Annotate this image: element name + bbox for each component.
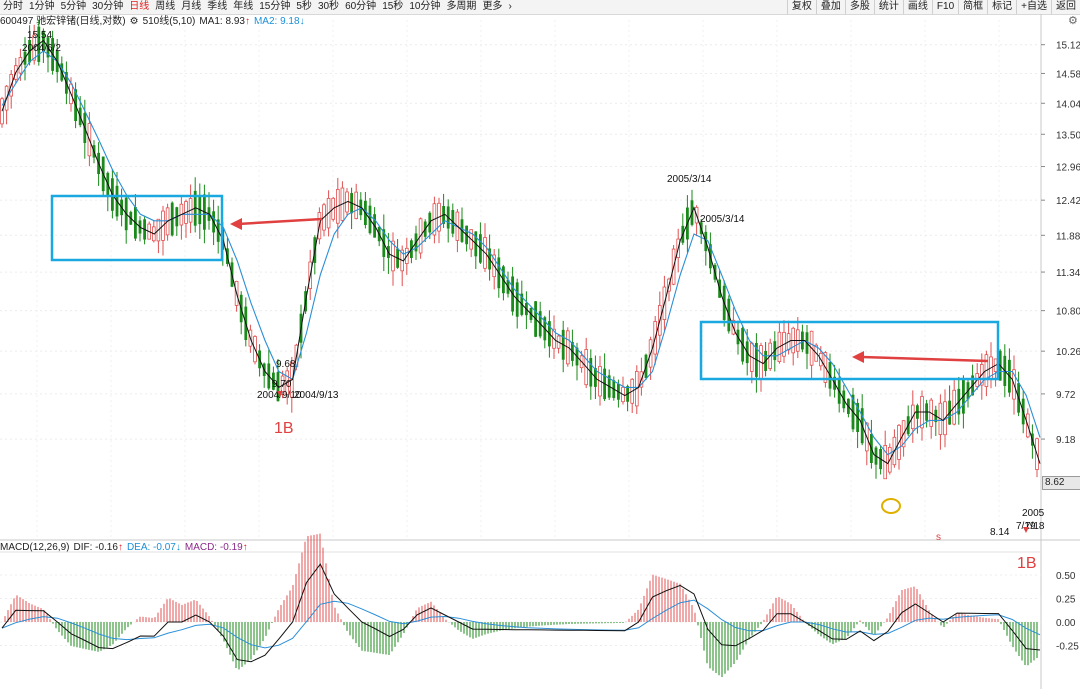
macd-tick-label: -0.25 <box>1056 642 1079 653</box>
period-tab-0[interactable]: 分时 <box>3 1 23 12</box>
peak-date-top: 2005/3/14 <box>667 174 712 185</box>
settings-gear-icon[interactable]: ⚙ <box>129 16 139 27</box>
macd-tick-label: 0.25 <box>1056 595 1076 606</box>
price-tick-label: 10.80 <box>1056 307 1080 318</box>
dea-line <box>1 599 1041 649</box>
ma2-value: MA2: 9.18↓ <box>253 16 305 27</box>
ma1-up-arrow-icon: ↑ <box>244 16 250 27</box>
period-tab-4[interactable]: 日线 <box>129 1 150 12</box>
price-pane-settings-icon[interactable]: ⚙ <box>1068 15 1078 27</box>
grid-lines <box>0 20 1041 646</box>
end-date-a: 2005 <box>1022 508 1045 519</box>
price-tick-label: 11.88 <box>1056 231 1080 242</box>
consolidation-box-left <box>50 194 224 262</box>
macd-info-line: MACD(12,26,9) DIF: -0.16↑ DEA: -0.07↓ MA… <box>0 541 252 554</box>
more-chevron-icon[interactable]: › <box>508 1 512 12</box>
toolbar-button-9[interactable]: 返回 <box>1051 0 1080 14</box>
period-tab-10[interactable]: 5秒 <box>296 1 312 12</box>
macd-axis: 0.50 0.25 0.00 -0.25 <box>1056 571 1079 653</box>
arrow-right-box <box>852 351 989 363</box>
price-tick-label: 12.96 <box>1056 163 1080 174</box>
candlesticks <box>0 19 1039 480</box>
period-tab-12[interactable]: 60分钟 <box>345 1 377 12</box>
period-tab-1[interactable]: 1分钟 <box>29 1 55 12</box>
dea-value: DEA: -0.07↓ <box>126 542 181 553</box>
price-tick-label: 15.12 <box>1056 41 1080 52</box>
end-low-marker-icon <box>1023 527 1029 533</box>
high-price-label: 15.54 <box>27 30 52 41</box>
toolbar-button-4[interactable]: 画线 <box>902 0 932 14</box>
toolbar-button-0[interactable]: 复权 <box>786 0 816 14</box>
toolbar-button-8[interactable]: +自选 <box>1016 0 1051 14</box>
moving-average-lines <box>1 39 1041 465</box>
ma-label: 510线(5,10) <box>142 16 196 27</box>
end-date-c: 7/18 <box>1025 521 1045 532</box>
period-tab-13[interactable]: 15秒 <box>382 1 404 12</box>
toolbar-button-7[interactable]: 标记 <box>987 0 1016 14</box>
stock-code-name: 600497 驰宏锌锗(日线,对数) <box>0 16 126 27</box>
ma1-value: MA1: 8.93↑ <box>199 16 250 27</box>
period-tab-6[interactable]: 月线 <box>181 1 202 12</box>
price-tick-label: 13.50 <box>1056 130 1080 141</box>
dif-arrow-icon: ↑ <box>117 542 123 553</box>
consolidation-box-right <box>699 320 1000 381</box>
period-tab-5[interactable]: 周线 <box>155 1 176 12</box>
low1-price-b: 9.70 <box>272 379 292 390</box>
price-axis: 15.12 14.58 14.04 13.50 12.96 12.42 11.88 11.34… <box>1041 41 1080 446</box>
period-tab-16[interactable]: 更多 <box>482 1 503 12</box>
macd-tick-label: 0.00 <box>1056 618 1076 629</box>
macd-value: MACD: -0.19↑ <box>184 542 248 553</box>
period-tab-7[interactable]: 季线 <box>207 1 228 12</box>
dea-arrow-icon: ↓ <box>175 542 181 553</box>
period-tab-8[interactable]: 年线 <box>233 1 254 12</box>
candle-body <box>0 98 4 125</box>
macd-histogram <box>4 533 1038 677</box>
period-tab-11[interactable]: 30秒 <box>317 1 340 12</box>
mark-1b-right: 1B <box>1017 555 1037 572</box>
low-point-circle <box>881 498 901 514</box>
price-tick-label: 11.34 <box>1056 268 1080 279</box>
period-tabs: 分时 1分钟 5分钟 30分钟 日线 周线 月线 季线 年线 15分钟 5秒 30秒 60分钟 15秒 10… <box>0 0 515 14</box>
macd-lines <box>1 563 1041 663</box>
price-tick-label: 14.04 <box>1056 99 1080 110</box>
price-tick-label: 9.72 <box>1056 390 1076 401</box>
macd-label: MACD(12,26,9) <box>0 542 70 553</box>
toolbar-button-1[interactable]: 叠加 <box>815 0 845 14</box>
period-toolbar: 分时 1分钟 5分钟 30分钟 日线 周线 月线 季线 年线 15分钟 5秒 30秒 60分钟 15秒 10… <box>0 0 1080 15</box>
price-tick-label: 12.42 <box>1056 196 1080 207</box>
high-date-label: 2004/6/2 <box>22 43 61 54</box>
toolbar-button-6[interactable]: 简框 <box>958 0 987 14</box>
peak-date: 2005/3/14 <box>700 214 745 225</box>
price-tick-label: 9.18 <box>1056 435 1076 446</box>
toolbar-right-buttons: 复权 叠加 多股 统计 画线 F10 简框 标记 +自选 返回 <box>786 0 1080 14</box>
macd-arrow-icon: ↑ <box>242 542 248 553</box>
price-tick-label: 14.58 <box>1056 69 1080 80</box>
period-tab-14[interactable]: 10分钟 <box>409 1 441 12</box>
price-info-line: 600497 驰宏锌锗(日线,对数) ⚙ 510线(5,10) MA1: 8.9… <box>0 15 309 28</box>
arrow-left-box <box>230 217 323 230</box>
end-date-b: 7/19 <box>1016 521 1036 532</box>
small-s-marker: s <box>936 532 941 543</box>
price-tick-label: 10.26 <box>1056 347 1080 358</box>
end-low-price: 8.14 <box>990 527 1010 538</box>
ma1-line <box>1 39 1041 465</box>
low1-date-b: 2004/9/13 <box>294 390 339 401</box>
toolbar-button-2[interactable]: 多股 <box>844 0 874 14</box>
mark-1b-left: 1B <box>274 420 294 437</box>
toolbar-button-5[interactable]: F10 <box>931 0 958 14</box>
period-tab-9[interactable]: 15分钟 <box>259 1 291 12</box>
low1-price-a: 9.68 <box>276 359 296 370</box>
dif-line <box>1 563 1041 663</box>
period-tab-15[interactable]: 多周期 <box>446 1 477 12</box>
dif-value: DIF: -0.16↑ <box>73 542 123 553</box>
ma2-down-arrow-icon: ↓ <box>299 16 305 27</box>
low-marker-icon <box>277 391 283 397</box>
macd-tick-label: 0.50 <box>1056 571 1076 582</box>
period-tab-2[interactable]: 5分钟 <box>60 1 87 12</box>
period-tab-3[interactable]: 30分钟 <box>92 1 124 12</box>
current-price-tag: 8.62 <box>1042 476 1080 490</box>
toolbar-button-3[interactable]: 统计 <box>873 0 903 14</box>
